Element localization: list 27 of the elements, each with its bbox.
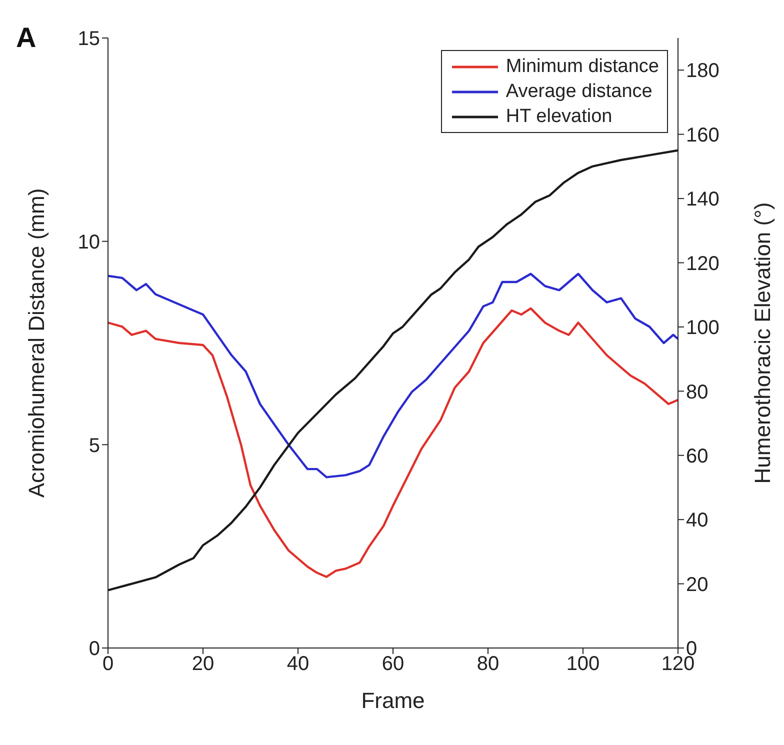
x-tick-label: 80 (476, 653, 500, 676)
y2-tick-label: 20 (686, 574, 708, 596)
line-series (108, 272, 678, 478)
x-tick-label: 40 (286, 653, 310, 676)
y-tick-label: 5 (88, 434, 100, 457)
y-tick-label: 10 (78, 231, 100, 254)
x-tick-label: 20 (192, 653, 214, 676)
y2-tick-label: 120 (686, 252, 720, 275)
y2-tick-label: 180 (686, 60, 720, 82)
y2-tick-label: 160 (686, 124, 720, 146)
y-tick-label: 15 (78, 28, 100, 50)
y2-tick-label: 60 (686, 445, 708, 468)
y2-tick-label: 40 (686, 510, 708, 532)
x-axis-title: Frame (361, 688, 425, 713)
x-tick-label: 100 (566, 653, 600, 676)
legend-label: Minimum distance (506, 55, 659, 79)
y-axis-title: Acromiohumeral Distance (mm) (24, 188, 49, 498)
y2-tick-label: 140 (686, 188, 720, 211)
y2-axis-title: Humerothoracic Elevation (°) (750, 202, 775, 484)
line-series (108, 307, 678, 578)
y2-tick-label: 100 (686, 317, 720, 340)
legend-label: Average distance (506, 80, 652, 104)
x-tick-label: 60 (382, 653, 404, 676)
text: A (16, 22, 36, 54)
y-tick-label: 0 (88, 638, 100, 660)
y2-tick-label: 80 (686, 381, 708, 404)
legend-label: HT elevation (506, 105, 612, 129)
